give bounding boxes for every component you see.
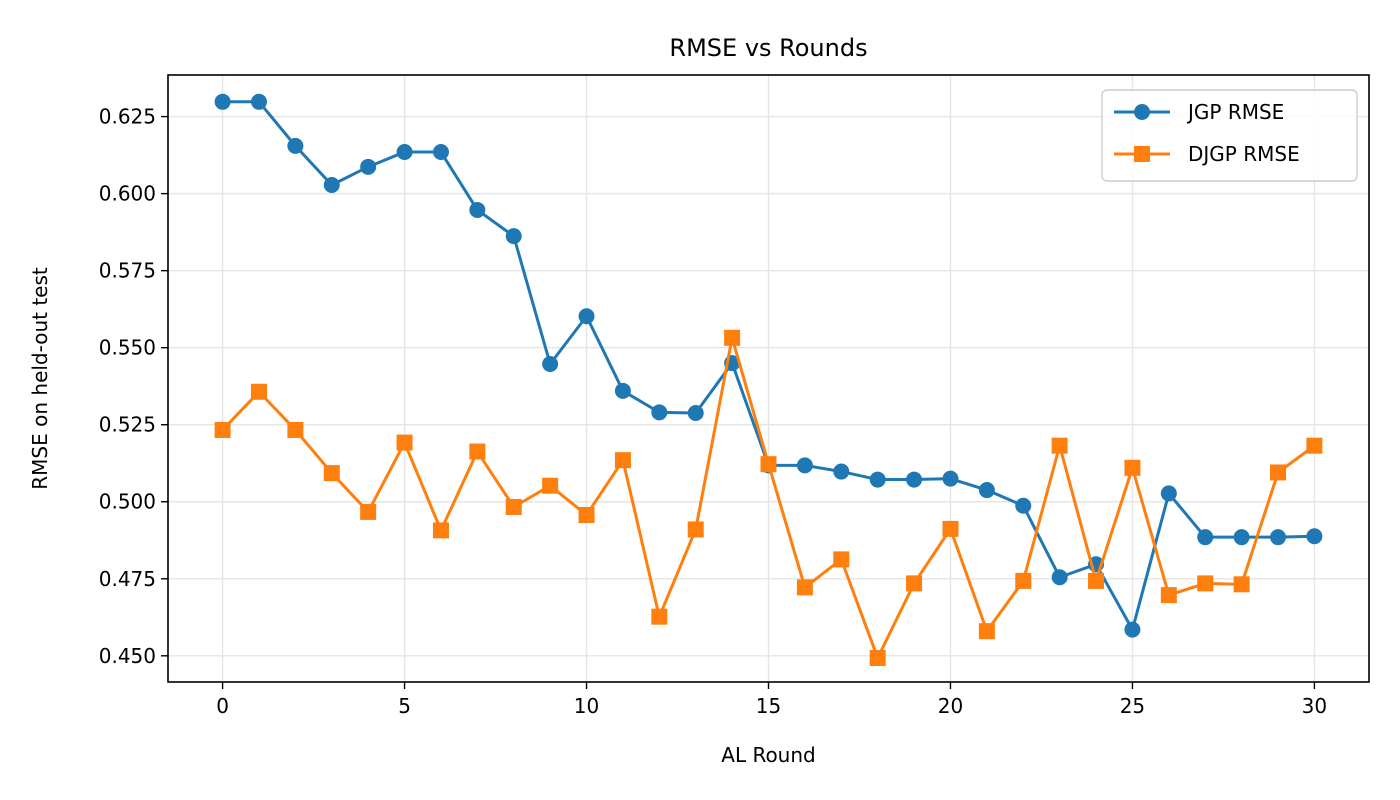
data-point	[1124, 459, 1141, 476]
data-point	[1233, 576, 1250, 593]
data-point	[760, 456, 777, 473]
x-axis-label: AL Round	[721, 743, 815, 767]
data-point	[287, 137, 304, 154]
data-point	[1051, 437, 1068, 454]
data-point	[942, 470, 959, 487]
chart-title: RMSE vs Rounds	[669, 34, 867, 62]
data-point	[542, 356, 559, 373]
data-point	[796, 579, 813, 596]
data-point	[906, 575, 923, 592]
data-point	[1270, 529, 1287, 546]
legend-label: JGP RMSE	[1186, 100, 1284, 124]
data-point	[1197, 529, 1214, 546]
x-tick-label: 30	[1302, 694, 1327, 718]
grid	[168, 75, 1369, 682]
legend-swatch-marker	[1134, 104, 1150, 120]
data-point	[724, 329, 741, 346]
data-point	[1306, 437, 1323, 454]
data-point	[942, 520, 959, 537]
data-point	[906, 471, 923, 488]
data-point	[1306, 528, 1323, 545]
data-point	[651, 608, 668, 625]
data-point	[542, 477, 559, 494]
x-tick-label: 5	[398, 694, 411, 718]
series-layer	[214, 93, 1323, 666]
data-point	[1051, 569, 1068, 586]
data-point	[214, 93, 231, 110]
legend-item: JGP RMSE	[1114, 100, 1284, 124]
x-tick-label: 0	[216, 694, 229, 718]
data-point	[469, 443, 486, 460]
data-point	[796, 457, 813, 474]
data-point	[1088, 572, 1105, 589]
data-point	[578, 308, 595, 325]
data-point	[687, 521, 704, 538]
data-point	[614, 452, 631, 469]
data-point	[869, 471, 886, 488]
data-point	[1160, 485, 1177, 502]
data-point	[1015, 497, 1032, 514]
data-point	[396, 144, 413, 161]
data-point	[687, 405, 704, 422]
legend-item: DJGP RMSE	[1114, 142, 1300, 166]
data-point	[1015, 572, 1032, 589]
data-point	[287, 421, 304, 438]
legend-label: DJGP RMSE	[1188, 142, 1300, 166]
data-point	[1124, 621, 1141, 638]
y-tick-label: 0.450	[99, 644, 156, 668]
data-point	[396, 434, 413, 451]
data-point	[432, 522, 449, 539]
data-point	[250, 383, 267, 400]
data-point	[214, 421, 231, 438]
y-tick-label: 0.575	[99, 259, 156, 283]
data-point	[360, 503, 377, 520]
data-point	[360, 158, 377, 175]
x-tick-label: 20	[938, 694, 963, 718]
series-2	[214, 329, 1323, 666]
x-tick-label: 25	[1120, 694, 1145, 718]
y-tick-label: 0.500	[99, 490, 156, 514]
data-point	[869, 649, 886, 666]
y-axis-label: RMSE on held-out test	[28, 267, 52, 490]
data-point	[432, 144, 449, 161]
data-point	[505, 498, 522, 515]
y-tick-label: 0.600	[99, 182, 156, 206]
data-point	[1270, 464, 1287, 481]
data-point	[978, 482, 995, 499]
data-point	[651, 404, 668, 421]
data-point	[833, 551, 850, 568]
x-tick-label: 10	[574, 694, 599, 718]
data-point	[469, 201, 486, 218]
y-tick-label: 0.475	[99, 567, 156, 591]
data-point	[323, 176, 340, 193]
data-point	[1233, 529, 1250, 546]
axes: 0 5 10 15 20 25 30 0.450 0.475 0.500 0.525 0.550 0.5…	[99, 105, 1327, 718]
y-tick-label: 0.625	[99, 105, 156, 129]
data-point	[578, 506, 595, 523]
data-point	[833, 463, 850, 480]
data-point	[505, 228, 522, 245]
data-point	[614, 382, 631, 399]
data-point	[1160, 587, 1177, 604]
legend: JGP RMSE DJGP RMSE	[1101, 89, 1358, 182]
legend-swatch-marker	[1134, 146, 1150, 162]
data-point	[250, 93, 267, 110]
y-tick-label: 0.525	[99, 413, 156, 437]
y-tick-label: 0.550	[99, 336, 156, 360]
data-point	[978, 623, 995, 640]
data-point	[1197, 575, 1214, 592]
data-point	[323, 465, 340, 482]
x-tick-label: 15	[756, 694, 781, 718]
